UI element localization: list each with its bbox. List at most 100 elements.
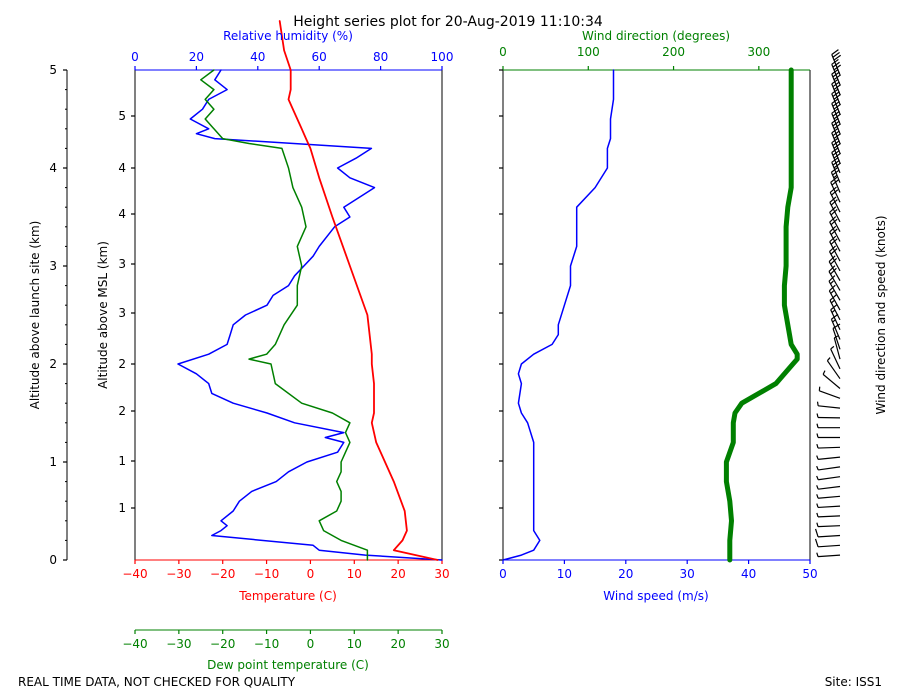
wind-barb-flag <box>833 54 842 61</box>
wind-barb-half-flag <box>816 522 819 527</box>
wind-barb-staff <box>826 360 841 380</box>
msl-altitude-tick-label: 1 <box>118 454 126 468</box>
wind-barb-staff <box>831 122 841 144</box>
wind-barb-staff <box>828 290 841 311</box>
wind-barb-half-flag <box>830 345 835 350</box>
humidity-ticks: 0 20 40 60 80 100 <box>131 50 453 70</box>
wind-barb-half-flag <box>816 423 819 428</box>
wind-barb-staff <box>831 162 841 183</box>
wind-barb-staff <box>830 182 841 203</box>
wind-barb-staff <box>830 319 841 340</box>
wind-barb-half-flag <box>816 512 819 518</box>
wind-barb-flag <box>832 323 841 329</box>
wind-barb-half-flag <box>816 475 819 480</box>
dewpoint-tick-label: −10 <box>254 637 279 651</box>
wind-barb-staff <box>830 348 841 370</box>
wind-speed-tick-label: 20 <box>618 567 633 581</box>
wind-barb-flag <box>831 49 839 55</box>
wind-speed-tick-label: 0 <box>499 567 507 581</box>
humidity-axis-label: Relative humidity (%) <box>223 29 353 43</box>
wind-barb-staff <box>818 544 841 548</box>
wind-speed-tick-label: 10 <box>557 567 572 581</box>
wind-barb-staff <box>829 231 841 252</box>
wind-barb-staff <box>818 456 841 460</box>
wind-barb-staff <box>818 495 841 499</box>
wind-barb-staff <box>817 446 841 449</box>
dewpoint-axis-label: Dew point temperature (C) <box>207 658 369 672</box>
temperature-tick-label: −40 <box>122 567 147 581</box>
temperature-tick-label: 0 <box>307 567 315 581</box>
wind-barb-half-flag <box>816 455 819 460</box>
wind-barb-half-flag <box>830 280 834 285</box>
launch-altitude-ticks: 0 1 2 3 4 5 <box>49 63 67 567</box>
wind-barb-half-flag <box>816 465 819 471</box>
wind-barb-flag <box>829 216 837 223</box>
humidity-tick-label: 40 <box>250 50 265 64</box>
dewpoint-tick-label: −40 <box>122 637 147 651</box>
wind-barb-flag <box>829 196 837 203</box>
wind-barb-staff <box>829 241 841 262</box>
temperature-tick-label: −20 <box>210 567 235 581</box>
wind-barb-flag <box>829 225 837 233</box>
wind-barb-staff <box>817 525 841 528</box>
launch-altitude-tick-label: 0 <box>49 553 57 567</box>
humidity-tick-label: 0 <box>131 50 139 64</box>
wind-direction-tick-label: 0 <box>499 45 507 59</box>
wind-barb-staff <box>818 466 841 471</box>
wind-barb-half-flag <box>816 552 819 557</box>
wind-barb-flag <box>829 245 836 253</box>
wind-barb-staff <box>831 93 841 115</box>
wind-barb-half-flag <box>816 503 819 508</box>
wind-barb-flag <box>814 538 819 548</box>
wind-barb-half-flag <box>816 401 819 406</box>
wind-barb-flag <box>830 176 838 183</box>
wind-barb-half-flag <box>833 174 838 179</box>
msl-altitude-axis-label: Altitude above MSL (km) <box>96 241 110 389</box>
wind-barb-staff <box>831 142 841 164</box>
wind-barb-staff <box>831 73 841 95</box>
site-label: Site: ISS1 <box>825 675 882 689</box>
wind-barb-half-flag <box>816 443 819 449</box>
chart-title: Height series plot for 20-Aug-2019 11:10… <box>293 14 603 30</box>
wind-barb-half-flag <box>830 290 835 294</box>
wind-barb-flag <box>829 235 837 243</box>
wind-barb-flag <box>828 275 836 282</box>
wind-barb-staff <box>831 152 841 174</box>
wind-barb-flag <box>830 228 838 235</box>
wind-barb-staff <box>819 390 841 399</box>
right-panel-altitude-ticks <box>499 69 503 561</box>
launch-altitude-tick-label: 2 <box>49 357 57 371</box>
launch-altitude-tick-label: 3 <box>49 259 57 273</box>
wind-barb-flag <box>828 255 836 262</box>
wind-barb-staff <box>830 172 841 193</box>
wind-direction-line <box>723 67 800 563</box>
humidity-line <box>177 69 443 561</box>
left-panel-series <box>177 20 443 561</box>
wind-barb-staff <box>830 309 841 330</box>
dewpoint-tick-label: −20 <box>210 637 235 651</box>
wind-direction-tick-label: 200 <box>662 45 685 59</box>
wind-barb-flag <box>830 248 838 255</box>
humidity-tick-label: 60 <box>312 50 327 64</box>
wind-barb-half-flag <box>822 370 826 375</box>
dewpoint-tick-label: 30 <box>434 637 449 651</box>
humidity-tick-label: 80 <box>373 50 388 64</box>
wind-barbs <box>814 49 842 558</box>
dewpoint-tick-label: 0 <box>307 637 315 651</box>
wind-barb-staff <box>829 202 841 223</box>
wind-barb-flag <box>831 189 839 196</box>
wind-barb-staff <box>828 271 841 291</box>
wind-barb-staff <box>831 113 841 134</box>
temperature-tick-label: −30 <box>166 567 191 581</box>
wind-direction-axis-label: Wind direction (degrees) <box>582 29 730 43</box>
wind-direction-ticks: 0 100 200 300 <box>499 45 770 70</box>
right-panel: 0 10 20 30 40 50 0 100 200 300 Wind speed (m/s) … <box>499 29 888 603</box>
wind-barb-half-flag <box>816 413 819 418</box>
wind-barb-flag <box>814 528 819 538</box>
dewpoint-tick-label: 10 <box>347 637 362 651</box>
msl-altitude-tick-label: 3 <box>118 257 126 271</box>
wind-barb-staff <box>828 261 841 281</box>
wind-speed-line <box>502 69 615 561</box>
wind-speed-tick-label: 50 <box>802 567 817 581</box>
